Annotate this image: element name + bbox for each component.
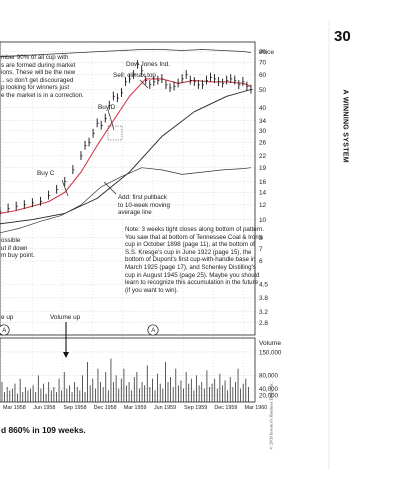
copyright-notice: © 2009 Investor's Business Daily, Inc. (268, 382, 274, 450)
figure-caption: d 860% in 109 weeks. (1, 425, 86, 435)
price-tick-label: 50 (259, 87, 267, 94)
price-tick-label: 19 (259, 165, 267, 172)
label-buy-d: Buy D (98, 104, 116, 111)
buy-c-pointer (61, 179, 69, 197)
volume-axis-label: Volume (259, 340, 281, 347)
dow-jones-line (0, 49, 252, 58)
price-tick-label: 22 (259, 153, 267, 160)
price-tick-label: 3.8 (259, 295, 268, 302)
label-dow-jones: Dow Jones Ind. (126, 61, 171, 68)
month-tick-label: Mar 1959 (124, 405, 147, 411)
price-tick-label: 14 (259, 190, 267, 197)
volume-tick-label: 40,000 (259, 386, 278, 393)
moving-average-40wk-line (0, 89, 252, 225)
price-tick-label: 26 (259, 140, 267, 147)
pullback-pointer (103, 181, 117, 195)
circle-marker-label: A (151, 328, 155, 334)
price-tick-label: 4.5 (259, 281, 268, 288)
volume-tick-label: 20,000 (259, 393, 278, 400)
price-tick-label: 12 (259, 202, 267, 209)
circle-marker (147, 324, 159, 336)
moving-average-10wk-line (0, 78, 252, 214)
chart-annotations: AA (0, 79, 159, 358)
label-buy-c: Buy C (37, 170, 55, 177)
note-left-mid: ossible ut if down m buy point. (1, 237, 35, 260)
price-tick-label: 6 (259, 258, 263, 265)
price-tick-label: 80 (259, 49, 267, 56)
price-tick-label: 40 (259, 105, 267, 112)
price-tick-label: 60 (259, 72, 267, 79)
price-tick-label: 34 (259, 118, 267, 125)
buy-d-base-box (107, 125, 123, 141)
section-title: A WINNING SYSTEM (341, 89, 349, 163)
note-top-left: mber 90% of all cup with s are formed du… (1, 54, 84, 99)
price-tick-label: 7 (259, 246, 263, 253)
month-tick-label: Sep 1959 (184, 405, 207, 411)
buy-d-pointer (107, 109, 115, 131)
note-tight-closes: Note: 3 weeks tight closes along bottom … (125, 226, 264, 294)
price-tick-label: 3.2 (259, 309, 268, 316)
note-pullback: Add: first pullback to 10-week moving av… (118, 194, 170, 217)
volume-bars (1, 358, 249, 402)
price-tick-label: 70 (259, 60, 267, 67)
circle-marker-label: A (2, 328, 6, 334)
price-axis-label: Price (259, 49, 274, 56)
price-panel-frame (0, 41, 256, 336)
month-tick-label: Mar 1958 (3, 405, 26, 411)
month-tick-label: Jun 1958 (33, 405, 55, 411)
chart-grid (0, 20, 330, 470)
page-number: 30 (334, 28, 351, 45)
price-tick-label: 30 (259, 128, 267, 135)
price-tick-label: 10 (259, 217, 267, 224)
volume-panel-frame (0, 337, 256, 403)
label-volume-up-2: Volume up (50, 314, 81, 321)
label-volume-up-1: e up (1, 314, 14, 321)
label-sell-climax-top: Sell: climax top (113, 72, 156, 79)
volume-up-arrow-head (63, 352, 69, 358)
price-tick-label: 16 (259, 179, 267, 186)
price-tick-label: 2.8 (259, 320, 268, 327)
price-tick-label: 8 (259, 235, 263, 242)
month-tick-label: Dec 1958 (94, 405, 117, 411)
sell-climax-pointer (139, 79, 149, 89)
circle-marker (0, 324, 10, 336)
month-tick-label: Sep 1958 (63, 405, 86, 411)
relative-strength-line (0, 167, 252, 234)
chart-series (0, 49, 253, 234)
volume-tick-label: 80,000 (259, 373, 278, 380)
volume-tick-label: 150,000 (259, 349, 282, 356)
month-tick-label: Jun 1959 (154, 405, 176, 411)
month-tick-label: Dec 1959 (214, 405, 237, 411)
month-tick-label: Mar 1960 (245, 405, 268, 411)
